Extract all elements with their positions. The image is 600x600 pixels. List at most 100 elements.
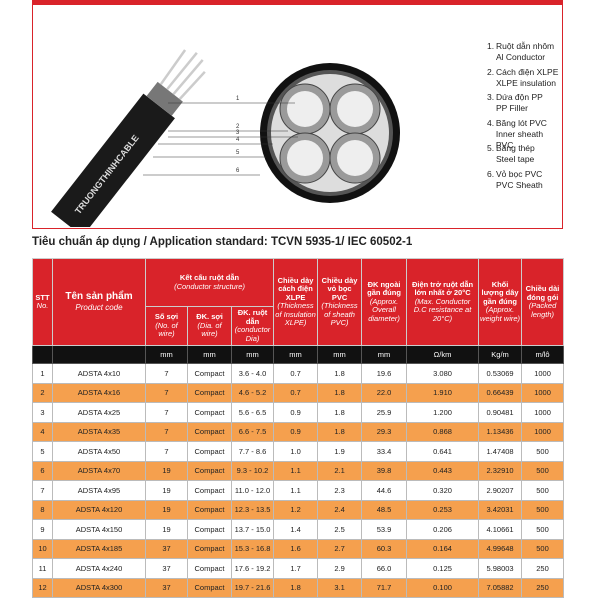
table-cell: 1.8 <box>317 382 363 403</box>
table-cell: 3.1 <box>317 577 363 598</box>
legend-text: Dứa độn PP PP Filler <box>496 92 543 118</box>
header-cell: Kết cấu ruột dẫn (Conductor structure) <box>144 258 275 307</box>
legend-item: 5. Băng thép Steel tape <box>487 143 562 169</box>
header-en: Product code <box>75 303 123 312</box>
unit-cell: mm <box>145 345 188 364</box>
header-vi: ĐK ngoài gần đúng <box>367 279 401 298</box>
table-cell: ADSTA 4x120 <box>52 499 146 520</box>
table-cell: 12 <box>32 577 53 598</box>
unit-cell: mm <box>187 345 232 364</box>
table-cell: 19 <box>145 480 188 501</box>
table-cell: 11.0 - 12.0 <box>230 480 275 501</box>
table-cell: 1.8 <box>317 363 363 384</box>
table-cell: ADSTA 4x35 <box>52 421 146 442</box>
table-cell: 53.9 <box>361 519 408 540</box>
table-cell: Compact <box>187 460 232 481</box>
table-cell: 0.164 <box>406 538 480 559</box>
header-en: (Conductor structure) <box>174 281 245 291</box>
table-row: 11 ADSTA 4x240 37 Compact 17.6 - 19.2 1.7 2.9 6… <box>32 558 565 579</box>
table-cell: Compact <box>187 499 232 520</box>
unit-cell: mm <box>361 345 408 364</box>
table-cell: 37 <box>145 577 188 598</box>
header-cell: STT No. <box>32 258 53 346</box>
callout-number: 2 <box>236 124 240 130</box>
header-row: STT No. Tên sản phẩm Product code Kết cấu ru… <box>32 258 565 346</box>
table-cell: Compact <box>187 382 232 403</box>
table-cell: 0.443 <box>406 460 480 481</box>
table-cell: ADSTA 4x70 <box>52 460 146 481</box>
header-cell: ĐK. ruột dẫn (conductor Dia) <box>230 306 275 346</box>
table-row: 9 ADSTA 4x150 19 Compact 13.7 - 15.0 1.4 2.5 53… <box>32 519 565 540</box>
table-row: 10 ADSTA 4x185 37 Compact 15.3 - 16.8 1.6 2.7 6… <box>32 538 565 559</box>
legend-item: 1. Ruột dẫn nhôm Al Conductor <box>487 41 562 67</box>
table-cell: Compact <box>187 538 232 559</box>
table-cell: 71.7 <box>361 577 408 598</box>
table-cell: 7.05882 <box>478 577 523 598</box>
table-cell: 1000 <box>521 421 565 442</box>
legend-en: XLPE insulation <box>496 77 557 88</box>
header-en: (Dia. of wire) <box>197 320 222 339</box>
table-cell: 7 <box>145 402 188 423</box>
table-cell: 0.66439 <box>478 382 523 403</box>
table-cell: 1000 <box>521 402 565 423</box>
header-en: (Max. Conductor D.C resistance at 20°C) <box>413 296 472 323</box>
table-cell: 19.6 <box>361 363 408 384</box>
table-cell: 9.3 - 10.2 <box>230 460 275 481</box>
table-row: 5 ADSTA 4x50 7 Compact 7.7 - 8.6 1.0 1.9 33.4 0.… <box>32 441 565 462</box>
table-cell: Compact <box>187 577 232 598</box>
table-cell: 1.6 <box>273 538 319 559</box>
table-cell: 6 <box>32 460 53 481</box>
table-cell: 1.8 <box>317 421 363 442</box>
table-cell: ADSTA 4x10 <box>52 363 146 384</box>
table-cell: Compact <box>187 421 232 442</box>
unit-cell: Kg/m <box>478 345 523 364</box>
table-cell: ADSTA 4x16 <box>52 382 146 403</box>
header-en: (Thickness of Insulation XLPE) <box>275 301 316 327</box>
callout-number: 4 <box>236 137 240 143</box>
table-cell: 33.4 <box>361 441 408 462</box>
table-cell: Compact <box>187 441 232 462</box>
table-cell: Compact <box>187 558 232 579</box>
table-cell: 500 <box>521 538 565 559</box>
table-cell: 2.90207 <box>478 480 523 501</box>
legend-vi: Băng thép <box>496 143 535 153</box>
header-cell: Chiều dày vỏ bọc PVC (Thickness of sheath… <box>317 258 363 346</box>
header-vi: STT <box>35 292 50 302</box>
legend-number: 3. <box>487 92 495 102</box>
table-cell: 19 <box>145 519 188 540</box>
table-cell: 2 <box>32 382 53 403</box>
table-cell: 0.253 <box>406 499 480 520</box>
legend-number: 1. <box>487 41 495 51</box>
table-cell: 10 <box>32 538 53 559</box>
table-cell: 500 <box>521 480 565 501</box>
table-cell: 7 <box>32 480 53 501</box>
legend: 1. Ruột dẫn nhôm Al Conductor 2. Cách điện X… <box>487 41 562 194</box>
table-cell: 5.6 - 6.5 <box>230 402 275 423</box>
table-cell: 29.3 <box>361 421 408 442</box>
table-cell: 19 <box>145 499 188 520</box>
table-cell: 12.3 - 13.5 <box>230 499 275 520</box>
unit-cell: mm <box>273 345 319 364</box>
legend-text: Băng thép Steel tape <box>496 143 535 169</box>
table-cell: 0.7 <box>273 363 319 384</box>
header-en: (Packed length) <box>528 301 557 319</box>
table-cell: 17.6 - 19.2 <box>230 558 275 579</box>
legend-number: 2. <box>487 66 495 77</box>
table-cell: 0.320 <box>406 480 480 501</box>
legend-text: Ruột dẫn nhôm Al Conductor <box>496 41 554 67</box>
header-cell: Chiều dài đóng gói (Packed length) <box>521 258 565 346</box>
table-cell: 4 <box>32 421 53 442</box>
legend-item: 2. Cách điện XLPE XLPE insulation <box>487 67 562 93</box>
table-cell: ADSTA 4x185 <box>52 538 146 559</box>
table-cell: ADSTA 4x300 <box>52 577 146 598</box>
table-cell: 1.9 <box>317 441 363 462</box>
table-cell: 250 <box>521 577 565 598</box>
table-cell: ADSTA 4x25 <box>52 402 146 423</box>
table-cell: 0.868 <box>406 421 480 442</box>
table-cell: 13.7 - 15.0 <box>230 519 275 540</box>
table-cell: 1.13436 <box>478 421 523 442</box>
table-cell: 0.53069 <box>478 363 523 384</box>
legend-item: 6. Vỏ bọc PVC PVC Sheath <box>487 169 562 195</box>
table-cell: 19.7 - 21.6 <box>230 577 275 598</box>
table-cell: 60.3 <box>361 538 408 559</box>
